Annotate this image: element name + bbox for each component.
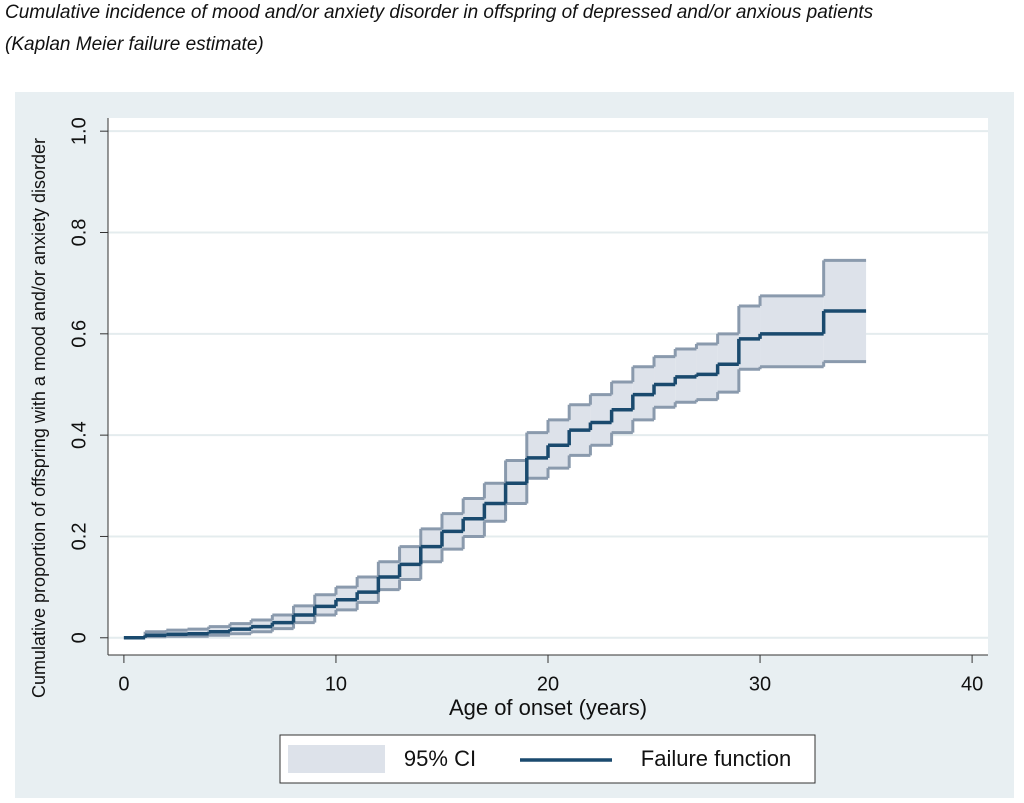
plot-area	[108, 118, 988, 655]
y-tick-label: 0.6	[68, 320, 90, 348]
legend-swatch	[288, 745, 385, 773]
ci-band	[590, 394, 612, 446]
ci-band	[696, 343, 718, 400]
y-tick-label: 1.0	[68, 117, 90, 145]
y-axis-label: Cumulative proportion of offspring with …	[29, 138, 49, 698]
x-axis-label: Age of onset (years)	[449, 695, 647, 720]
chart-subtitle: (Kaplan Meier failure estimate)	[5, 34, 264, 55]
x-tick-label: 40	[961, 673, 983, 695]
ci-band	[760, 295, 824, 367]
x-tick-label: 30	[749, 673, 771, 695]
y-tick-label: 0.8	[68, 219, 90, 247]
chart-title: Cumulative incidence of mood and/or anxi…	[5, 2, 874, 23]
ci-band	[654, 356, 676, 408]
x-tick-label: 20	[537, 673, 559, 695]
ci-band	[526, 432, 548, 479]
y-tick-label: 0.4	[68, 421, 90, 449]
ci-band	[611, 381, 633, 433]
y-tick-label: 0	[68, 632, 90, 643]
x-tick-label: 0	[118, 673, 129, 695]
ci-band	[357, 576, 379, 603]
x-tick-label: 10	[325, 673, 347, 695]
y-tick-label: 0.2	[68, 523, 90, 551]
legend-label: 95% CI	[404, 746, 476, 771]
legend-label: Failure function	[641, 746, 791, 771]
